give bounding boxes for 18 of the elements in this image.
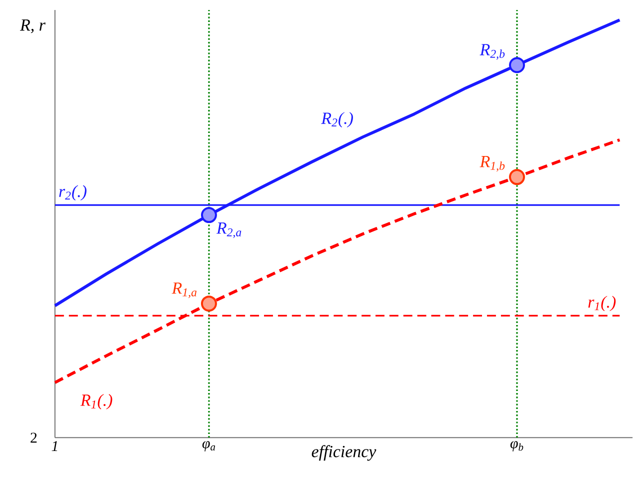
- point: [200, 296, 217, 312]
- series-label: r$_{1}$(.): [588, 296, 616, 312]
- text: 2: [30, 432, 37, 443]
- x-axis-title: efficiency: [312, 445, 376, 461]
- point: [200, 207, 217, 224]
- annotation: R$_{2,b}$: [480, 44, 505, 60]
- y-axis-title: R, r: [20, 20, 46, 34]
- annotation: R$_{1,a}$: [172, 282, 197, 298]
- x-tick-label: φ$_{a}$: [202, 441, 216, 452]
- point: [509, 57, 525, 74]
- annotation: R$_{1,b}$: [480, 156, 505, 172]
- point: [509, 169, 525, 186]
- series-label: r$_{2}$(.): [59, 185, 86, 201]
- annotation: R$_{2,a}$: [216, 222, 242, 238]
- x-tick-label: 1: [52, 441, 58, 452]
- x-tick-label: φ$_{b}$: [510, 441, 524, 452]
- series-label: R$_{2}$(.): [321, 112, 353, 128]
- series-label: R$_{1}$(.): [80, 394, 112, 410]
